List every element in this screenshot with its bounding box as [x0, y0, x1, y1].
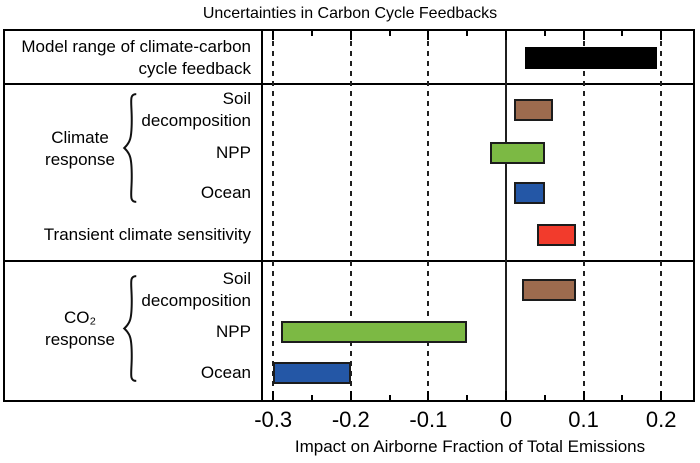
- major-tick-top--0.3: [272, 31, 275, 40]
- xtick-label-0.1: 0.1: [568, 407, 599, 432]
- major-tick-bottom-0.1: [582, 391, 585, 400]
- figure-title: Uncertainties in Carbon Cycle Feedbacks: [202, 5, 498, 22]
- group-label-climate-response: Climate response: [45, 128, 115, 169]
- section-divider-2: [3, 260, 695, 262]
- xtick-label-0: 0: [499, 407, 513, 432]
- xtick-label--0.3: -0.3: [254, 407, 293, 432]
- major-tick-top-0.2: [660, 31, 663, 40]
- gridline--0.2: [349, 31, 352, 400]
- minor-tick-top--0.05: [466, 31, 469, 36]
- major-tick-top-0.1: [582, 31, 585, 40]
- major-tick-top--0.2: [349, 31, 352, 40]
- xtick-label--0.1: -0.1: [409, 407, 448, 432]
- group-brace-co-response: [122, 275, 137, 382]
- row-label-ocean: Ocean: [200, 363, 251, 382]
- major-tick-top-0: [505, 31, 507, 40]
- label-column-divider: [261, 29, 263, 402]
- bar-model-range-of-climate-carbon-cycle-feedback: [525, 47, 658, 69]
- gridline--0.3: [272, 31, 275, 400]
- minor-tick-top--0.25: [311, 31, 313, 36]
- minor-tick-top--0.15: [388, 31, 391, 36]
- bar-ocean-co-response: [273, 362, 351, 384]
- bar-ocean-climate-response: [513, 182, 545, 204]
- minor-tick-top-0.05: [543, 31, 546, 36]
- plot-frame: [3, 29, 695, 402]
- minor-tick-top-0.15: [621, 31, 624, 36]
- row-label-soil-decomposition: Soil decomposition: [141, 269, 251, 310]
- gridline-0.2: [660, 31, 663, 400]
- major-tick-bottom--0.2: [349, 391, 352, 400]
- major-tick-bottom--0.1: [427, 391, 430, 400]
- xtick-label-0.2: 0.2: [645, 407, 677, 432]
- gridline--0.1: [427, 31, 430, 400]
- group-label-co-response: CO₂ response: [45, 308, 115, 349]
- row-label-transient-climate-sensitivity: Transient climate sensitivity: [43, 225, 251, 244]
- group-brace-climate-response: [122, 93, 137, 203]
- bar-soil-decomposition-co-response: [521, 279, 576, 301]
- bar-transient-climate-sensitivity: [537, 224, 576, 246]
- row-label-soil-decomposition: Soil decomposition: [141, 89, 251, 130]
- x-axis-title: Impact on Airborne Fraction of Total Emi…: [294, 437, 646, 456]
- major-tick-bottom-0: [505, 391, 507, 400]
- minor-tick-bottom--0.15: [388, 395, 391, 400]
- row-label-npp: NPP: [216, 322, 251, 341]
- row-label-ocean: Ocean: [200, 183, 251, 202]
- major-tick-top--0.1: [427, 31, 430, 40]
- zero-line: [505, 31, 507, 400]
- bar-soil-decomposition-climate-response: [513, 99, 553, 121]
- minor-tick-bottom-0.05: [543, 395, 546, 400]
- bar-npp-climate-response: [490, 142, 545, 164]
- minor-tick-bottom-0.15: [621, 395, 624, 400]
- row-label-npp: NPP: [216, 143, 251, 162]
- major-tick-bottom-0.2: [660, 391, 663, 400]
- minor-tick-bottom--0.05: [466, 395, 469, 400]
- minor-tick-bottom--0.25: [311, 395, 313, 400]
- section-divider-1: [3, 83, 695, 85]
- gridline-0.1: [582, 31, 585, 400]
- row-label-model-range-of-climate-carbon-cycle-feedback: Model range of climate-carbon cycle feed…: [21, 37, 251, 78]
- xtick-label--0.2: -0.2: [331, 407, 370, 432]
- bar-npp-co-response: [280, 321, 468, 343]
- major-tick-bottom--0.3: [272, 391, 275, 400]
